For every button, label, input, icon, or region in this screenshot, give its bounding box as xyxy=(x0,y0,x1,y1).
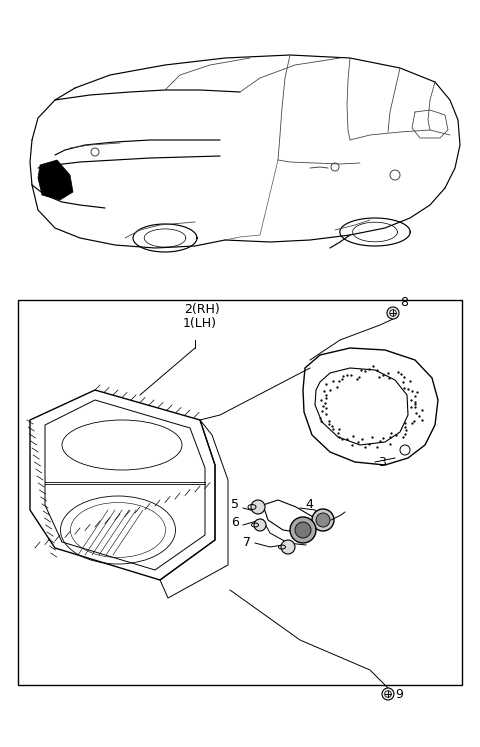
Circle shape xyxy=(251,500,265,514)
Text: 2(RH): 2(RH) xyxy=(184,303,220,317)
Text: 7: 7 xyxy=(243,536,251,548)
Circle shape xyxy=(382,688,394,700)
Bar xyxy=(18,300,462,685)
Text: 8: 8 xyxy=(400,296,408,309)
Circle shape xyxy=(254,519,266,531)
Text: 3: 3 xyxy=(378,456,386,470)
Circle shape xyxy=(387,307,399,319)
Text: 9: 9 xyxy=(395,689,403,701)
Text: 4: 4 xyxy=(305,498,313,512)
Circle shape xyxy=(316,513,330,527)
Circle shape xyxy=(290,517,316,543)
Text: 6: 6 xyxy=(231,516,239,530)
Text: 1(LH): 1(LH) xyxy=(183,317,217,329)
Text: 5: 5 xyxy=(231,498,239,512)
Polygon shape xyxy=(38,160,73,200)
Circle shape xyxy=(281,540,295,554)
Circle shape xyxy=(295,522,311,538)
Circle shape xyxy=(312,509,334,531)
